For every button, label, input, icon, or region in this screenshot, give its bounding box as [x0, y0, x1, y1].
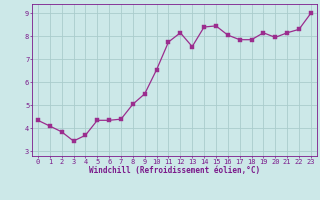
X-axis label: Windchill (Refroidissement éolien,°C): Windchill (Refroidissement éolien,°C) [89, 166, 260, 175]
